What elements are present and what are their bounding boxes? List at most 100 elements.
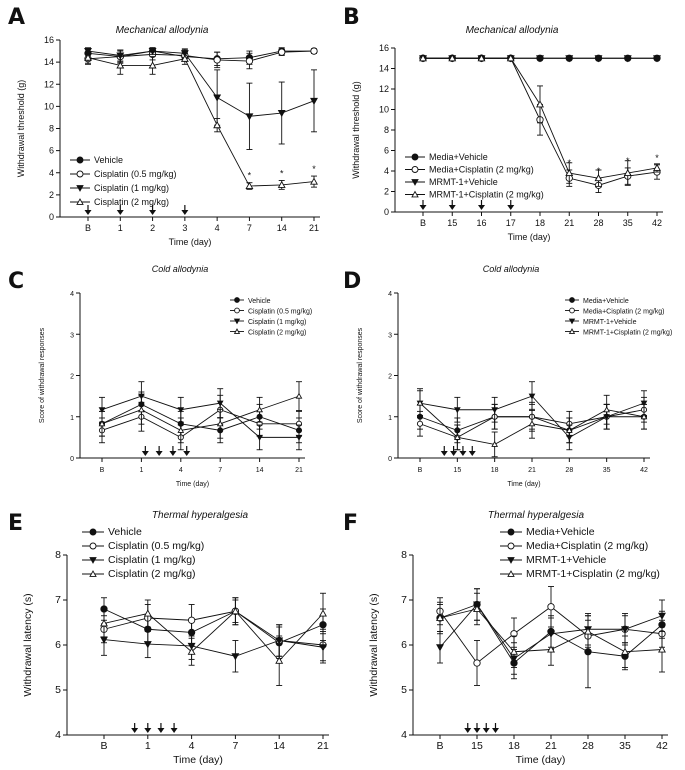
x-tick-label: 18 [491,467,499,474]
y-tick-label: 4 [401,729,407,741]
series-line [101,403,300,431]
legend-marker [411,190,419,198]
legend-item: Vehicle [82,526,142,538]
data-point [231,653,240,661]
x-tick-label: 17 [506,218,516,228]
injection-arrow-icon [492,723,499,733]
y-axis-label: Score of withdrawal responses [39,327,46,423]
legend-item: Media+Vehicle [500,526,595,538]
series-2 [98,394,303,451]
y-tick-label: 4 [388,291,392,298]
x-tick-label: B [100,467,105,474]
panel-letter: B [343,5,360,30]
x-axis-label: Time (day) [516,754,566,766]
legend-label: Media+Vehicle [526,526,595,538]
significance-marker: * [248,171,252,181]
legend-label: Media+Cisplatin (2 mg/kg) [429,165,534,175]
legend: Vehicle Cisplatin (0.5 mg/kg) Cisplatin (1… [230,297,312,337]
y-tick-label: 2 [384,187,389,197]
legend-label: Vehicle [94,155,123,165]
data-point [473,604,481,613]
legend-item: Vehicle [70,155,123,165]
data-point [213,121,222,129]
x-tick-label: 16 [476,218,486,228]
chart-title: Mechanical allodynia [116,25,209,36]
x-tick-label: 7 [232,740,238,752]
x-tick-label: 4 [215,223,220,233]
x-tick-label: B [418,467,423,474]
x-tick-label: 28 [582,740,594,752]
x-tick-label: B [436,740,443,752]
data-point [98,420,106,427]
legend-item: MRMT-1+Vehicle [500,554,606,566]
legend-item: Media+Vehicle [565,297,629,305]
legend-marker [89,542,97,550]
legend-label: MRMT-1+Cisplatin (2 mg/kg) [429,190,544,200]
x-tick-label: 21 [564,218,574,228]
data-point [453,433,461,440]
injection-arrow-icon [450,446,458,456]
injection-arrow-icon [183,446,191,456]
legend-marker [411,166,419,173]
injection-arrow-icon [157,723,165,733]
data-point [143,609,152,617]
data-point [621,647,629,655]
series-line [87,50,315,117]
data-point [245,181,254,190]
x-axis-label: Time (day) [176,481,209,488]
y-tick-label: 7 [401,594,407,606]
data-point [100,619,108,627]
series-line [87,50,315,62]
data-point [245,113,254,121]
data-point [295,392,303,399]
series-4 [419,54,661,187]
data-point [116,61,125,69]
data-point [187,647,196,655]
series-line [87,57,315,187]
y-tick-label: 14 [379,64,389,74]
x-tick-label: 14 [256,467,264,474]
data-point [510,647,518,655]
data-point [148,48,157,56]
legend-marker [89,557,97,564]
injection-arrow-icon [144,723,152,733]
data-point [547,645,555,653]
legend: Vehicle Cisplatin (0.5 mg/kg) Cisplatin (1… [82,526,204,580]
legend-label: MRMT-1+Vehicle [526,554,606,566]
y-tick-label: 0 [49,212,54,222]
data-point [231,607,240,615]
chart-title: Thermal hyperalgesia [488,510,585,521]
legend-marker [234,307,240,314]
series-3 [100,623,327,673]
legend-marker [411,153,419,161]
data-point [491,407,499,414]
x-tick-label: 1 [139,467,143,474]
y-tick-label: 0 [384,207,389,217]
legend-item: MRMT-1+Cisplatin (2 mg/kg) [500,568,660,580]
y-tick-label: 8 [401,549,407,561]
legend-item: Media+Cisplatin (2 mg/kg) [405,165,534,175]
series-line [101,395,300,431]
legend-marker [233,328,241,334]
data-point [528,420,536,427]
y-tick-label: 4 [384,166,389,176]
y-tick-label: 8 [384,125,389,135]
significance-marker: * [655,153,659,163]
legend-label: Cisplatin (2 mg/kg) [94,197,169,207]
x-tick-label: 18 [535,218,545,228]
legend-item: Cisplatin (2 mg/kg) [70,197,169,207]
series-3 [98,381,303,451]
chart-title: Mechanical allodynia [466,25,559,36]
data-point [658,645,666,653]
y-axis-label: Withdrawal threshold (g) [16,80,26,178]
x-tick-label: 4 [179,467,183,474]
x-tick-label: 3 [182,223,187,233]
x-axis-label: Time (day) [507,481,540,488]
x-tick-label: 42 [652,218,662,228]
legend-item: Media+Cisplatin (2 mg/kg) [500,540,648,552]
legend-marker [76,185,84,192]
y-axis-label: Score of withdrawal responses [357,327,364,423]
data-point [256,406,263,413]
